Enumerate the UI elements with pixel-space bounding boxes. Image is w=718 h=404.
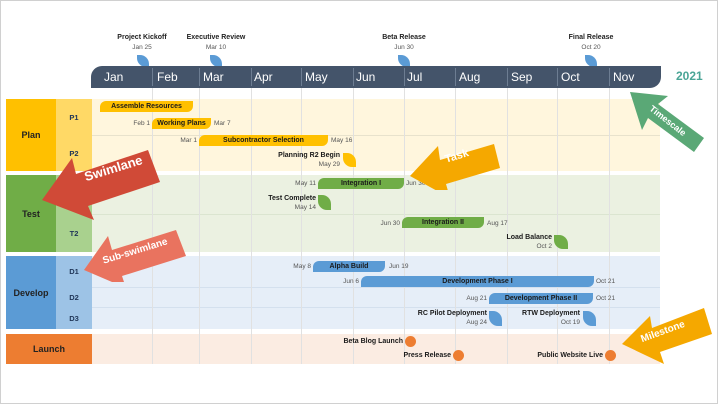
month-apr: Apr bbox=[254, 70, 273, 84]
milestone-name: Load Balance bbox=[506, 234, 552, 241]
month-jan: Jan bbox=[104, 70, 124, 84]
month-aug: Aug bbox=[459, 70, 481, 84]
milestone-title-exec-review: Executive Review bbox=[186, 34, 246, 41]
sub-swimlane-callout-arrow-icon bbox=[84, 230, 186, 282]
milestone-circle-icon[interactable] bbox=[453, 350, 464, 361]
month-nov: Nov bbox=[613, 70, 635, 84]
milestone-name: Beta Blog Launch bbox=[343, 338, 403, 345]
month-jul: Jul bbox=[407, 70, 423, 84]
task-assemble-resources[interactable]: Assemble Resources bbox=[100, 101, 193, 112]
swimlane-develop[interactable]: Develop bbox=[6, 256, 56, 329]
milestone-date: Oct 2 bbox=[536, 243, 552, 250]
task-end-date: Mar 7 bbox=[214, 120, 231, 127]
milestone-name: Test Complete bbox=[268, 195, 316, 202]
month-feb: Feb bbox=[157, 70, 178, 84]
milestone-leaf-icon[interactable] bbox=[489, 311, 502, 326]
milestone-title-beta: Beta Release bbox=[382, 34, 426, 41]
task-working-plans[interactable]: Working Plans bbox=[152, 118, 211, 129]
task-start-date: Jun 6 bbox=[343, 278, 359, 285]
milestone-name: RC Pilot Deployment bbox=[417, 310, 487, 317]
milestone-name: Public Website Live bbox=[537, 352, 603, 359]
month-oct: Oct bbox=[561, 70, 580, 84]
milestone-leaf-icon[interactable] bbox=[554, 235, 568, 249]
sublane-t2[interactable]: T2 bbox=[56, 214, 92, 252]
milestone-date-final: Oct 20 bbox=[581, 44, 601, 51]
milestone-leaf-icon[interactable] bbox=[585, 55, 597, 67]
milestone-leaf-icon[interactable] bbox=[398, 55, 410, 67]
milestone-circle-icon[interactable] bbox=[405, 336, 416, 347]
year-label: 2021 bbox=[676, 69, 703, 83]
milestone-date-kickoff: Jan 25 bbox=[132, 44, 152, 51]
task-end-date: Oct 21 bbox=[596, 278, 616, 285]
task-development-phase-1[interactable]: Development Phase I bbox=[361, 276, 594, 287]
milestone-title-final: Final Release bbox=[568, 34, 614, 41]
task-end-date: Jun 30 bbox=[406, 180, 426, 187]
task-start-date: May 11 bbox=[295, 180, 316, 187]
month-mar: Mar bbox=[203, 70, 224, 84]
task-start-date: May 8 bbox=[293, 263, 311, 270]
task-alpha-build[interactable]: Alpha Build bbox=[313, 261, 385, 272]
task-development-phase-2[interactable]: Development Phase II bbox=[489, 293, 593, 304]
task-start-date: Mar 1 bbox=[180, 137, 197, 144]
milestone-callout-arrow-icon bbox=[622, 308, 712, 364]
milestone-leaf-icon[interactable] bbox=[318, 195, 331, 210]
milestone-date-exec-review: Mar 10 bbox=[205, 44, 227, 51]
launch-lane-bg bbox=[92, 334, 660, 364]
milestone-date: Aug 24 bbox=[466, 319, 487, 326]
milestone-date: Oct 19 bbox=[560, 319, 580, 326]
milestone-leaf-icon[interactable] bbox=[343, 153, 356, 167]
task-start-date: Feb 1 bbox=[133, 120, 150, 127]
task-integration-1[interactable]: Integration I bbox=[318, 178, 404, 189]
swimlane-test[interactable]: Test bbox=[6, 175, 56, 252]
month-may: May bbox=[305, 70, 328, 84]
milestone-leaf-icon[interactable] bbox=[137, 55, 149, 67]
swimlane-launch[interactable]: Launch bbox=[6, 334, 92, 364]
task-end-date: Jun 19 bbox=[389, 263, 409, 270]
milestone-name: RTW Deployment bbox=[522, 310, 580, 317]
timescale-callout-arrow-icon bbox=[630, 92, 704, 152]
timescale-bar[interactable] bbox=[91, 66, 661, 88]
milestone-circle-icon[interactable] bbox=[605, 350, 616, 361]
milestone-name: Planning R2 Begin bbox=[278, 152, 340, 159]
swimlane-callout-arrow-icon bbox=[42, 150, 160, 220]
milestone-title-kickoff: Project Kickoff bbox=[117, 34, 167, 41]
sublane-p2[interactable]: P2 bbox=[56, 135, 92, 171]
task-end-date: Oct 21 bbox=[596, 295, 616, 302]
task-subcontractor-selection[interactable]: Subcontractor Selection bbox=[199, 135, 328, 146]
month-sep: Sep bbox=[511, 70, 533, 84]
swimlane-plan[interactable]: Plan bbox=[6, 99, 56, 171]
task-start-date: Jun 30 bbox=[380, 220, 400, 227]
sublane-d1[interactable]: D1 bbox=[56, 256, 92, 287]
milestone-leaf-icon[interactable] bbox=[583, 311, 596, 326]
milestone-name: Press Release bbox=[403, 352, 451, 359]
sublane-p1[interactable]: P1 bbox=[56, 99, 92, 135]
task-integration-2[interactable]: Integration II bbox=[402, 217, 484, 228]
sublane-d3[interactable]: D3 bbox=[56, 307, 92, 329]
milestone-date: May 14 bbox=[294, 204, 316, 211]
task-start-date: Aug 21 bbox=[466, 295, 487, 302]
milestone-leaf-icon[interactable] bbox=[210, 55, 222, 67]
milestone-date-beta: Jun 30 bbox=[394, 44, 414, 51]
month-jun: Jun bbox=[356, 70, 376, 84]
task-callout-arrow-icon bbox=[410, 144, 500, 190]
task-end-date: May 16 bbox=[331, 137, 353, 144]
task-end-date: Aug 17 bbox=[487, 220, 508, 227]
milestone-date: May 29 bbox=[318, 161, 340, 168]
sublane-d2[interactable]: D2 bbox=[56, 287, 92, 307]
